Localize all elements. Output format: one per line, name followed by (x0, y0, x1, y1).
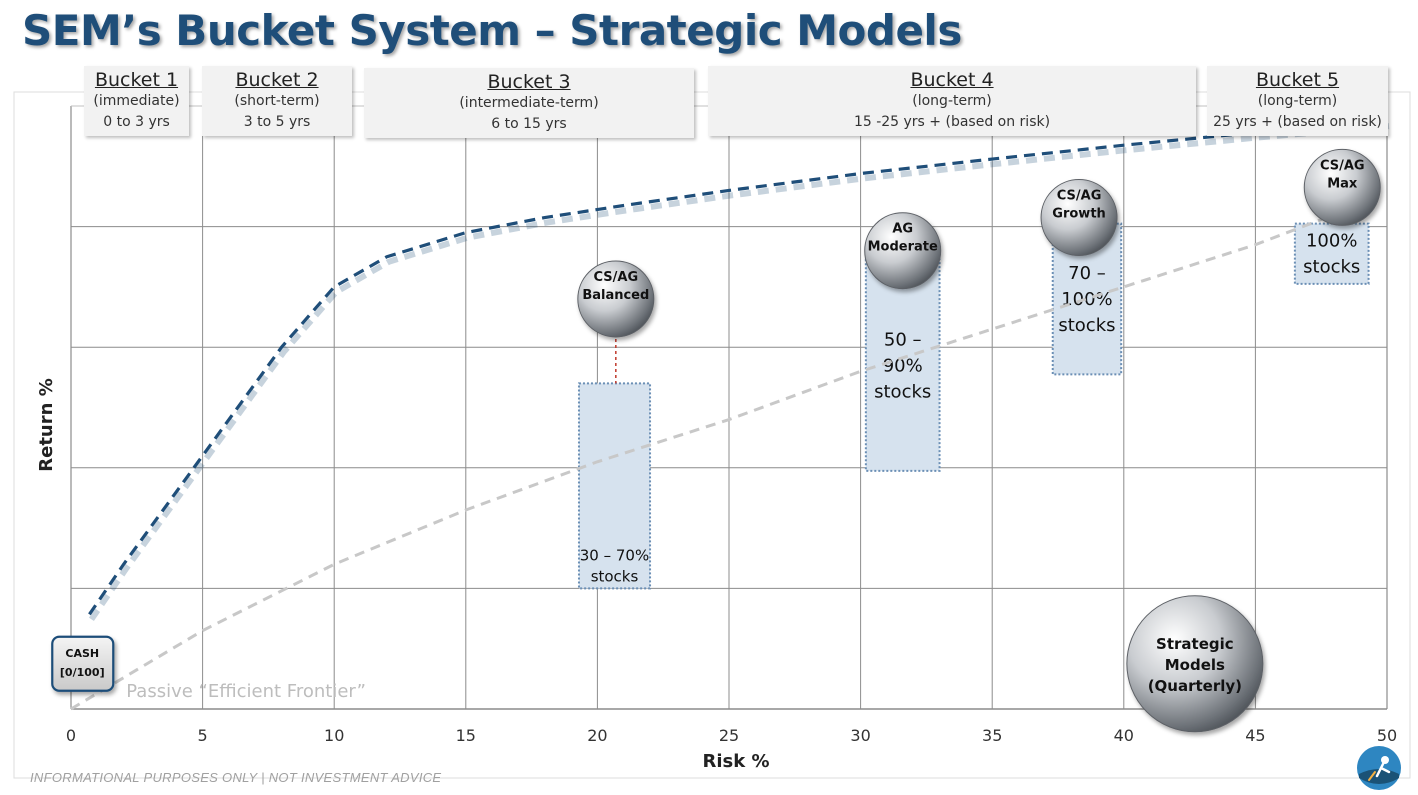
x-axis-ticks: 0 5 10 15 20 25 30 35 40 45 50 (66, 726, 1397, 745)
bucket-5: Bucket 5 (long-term) 25 yrs + (based on … (1207, 66, 1388, 136)
bucket-5-years: 25 yrs + (based on risk) (1213, 114, 1382, 130)
x-tick-label: 15 (456, 726, 476, 745)
page-title: SEM’s Bucket System – Strategic Models (22, 6, 962, 55)
cash-box (51, 635, 115, 692)
stock-range-label: stocks (1303, 257, 1360, 278)
model-sphere-label: Max (1327, 176, 1358, 191)
model-sphere-label: Balanced (582, 288, 649, 303)
model-sphere-label: Growth (1052, 207, 1106, 222)
stock-range-label: 30 – 70% (580, 546, 649, 564)
model-sphere-2 (864, 212, 942, 290)
sem-logo-icon (1357, 746, 1401, 790)
model-sphere-label: CS/AG (594, 270, 639, 285)
x-tick-label: 25 (719, 726, 739, 745)
bucket-3-years: 6 to 15 yrs (491, 116, 567, 132)
frontier-series (70, 119, 1390, 711)
x-tick-label: 45 (1245, 726, 1265, 745)
bucket-2: Bucket 2 (short-term) 3 to 5 yrs (202, 66, 352, 136)
bucket-4-years: 15 -25 yrs + (based on risk) (853, 114, 1051, 130)
model-sphere-label: AG (892, 222, 913, 237)
stock-range-box-2 (864, 258, 941, 472)
strategic-frontier-line (88, 119, 1388, 616)
x-tick-label: 30 (850, 726, 870, 745)
x-tick-label: 0 (66, 726, 76, 745)
frontier-shadow (88, 123, 1390, 622)
x-tick-label: 35 (982, 726, 1002, 745)
bucket-3-term: (intermediate-term) (459, 95, 599, 111)
cash-label: [0/100] (60, 666, 105, 679)
bucket-3: Bucket 3 (intermediate-term) 6 to 15 yrs (364, 68, 694, 138)
x-tick-label: 5 (198, 726, 208, 745)
strategic-models-label: Strategic (1156, 635, 1234, 653)
x-tick-label: 50 (1377, 726, 1397, 745)
model-sphere-label: Moderate (868, 240, 938, 255)
bucket-1-years: 0 to 3 yrs (103, 114, 170, 130)
y-axis-label: Return % (36, 378, 57, 471)
stock-range-label: stocks (874, 381, 931, 402)
bucket-2-years: 3 to 5 yrs (243, 114, 311, 130)
stock-range-label: 100% (1061, 289, 1112, 310)
model-sphere-1 (577, 260, 655, 338)
model-sphere-label: CS/AG (1320, 158, 1365, 173)
bucket-4-term: (long-term) (912, 93, 992, 109)
bucket-5-name: Bucket 5 (1255, 69, 1340, 91)
bucket-5-term: (long-term) (1257, 93, 1338, 109)
bucket-3-name: Bucket 3 (487, 71, 571, 93)
stock-range-label: stocks (591, 567, 639, 585)
bucket-2-term: (short-term) (234, 93, 320, 109)
model-sphere-3 (1040, 179, 1118, 257)
bucket-4: Bucket 4 (long-term) 15 -25 yrs + (based… (708, 66, 1196, 136)
x-tick-label: 20 (587, 726, 607, 745)
model-sphere-4 (1303, 148, 1381, 226)
bucket-4-name: Bucket 4 (910, 69, 994, 91)
stock-range-label: 90% (883, 355, 923, 376)
x-tick-label: 40 (1114, 726, 1134, 745)
strategic-models-label: (Quarterly) (1148, 677, 1242, 695)
disclaimer-text: INFORMATIONAL PURPOSES ONLY | NOT INVEST… (30, 770, 442, 785)
cash-label: CASH (65, 647, 99, 660)
stock-range-box-1 (577, 382, 652, 590)
stock-range-label: stocks (1058, 315, 1115, 336)
passive-frontier-line (70, 212, 1339, 711)
stock-ranges: 30 – 70% stocks 50 – 90% stocks 70 – 100% stock… (577, 222, 1370, 590)
stock-range-label: 70 – (1068, 263, 1106, 284)
stock-range-box-4 (1293, 222, 1370, 285)
stock-range-label: 50 – (884, 329, 922, 350)
bucket-1: Bucket 1 (immediate) 0 to 3 yrs (84, 66, 189, 136)
model-spheres: CS/AG Balanced AG Moderate CS/AG Growth CS/AG M… (577, 148, 1381, 338)
passive-frontier-label: Passive “Efficient Frontier” (126, 681, 366, 702)
grid-lines (70, 105, 1388, 710)
x-tick-label: 10 (324, 726, 344, 745)
stock-range-label: 100% (1306, 231, 1357, 252)
strategic-models-label: Models (1165, 656, 1225, 674)
bucket-2-name: Bucket 2 (235, 69, 319, 91)
strategic-models-sphere (1126, 595, 1264, 733)
x-axis-label: Risk % (702, 751, 769, 772)
chart-annotations: CASH [0/100] Strategic Models (Quarterly) Pas… (51, 595, 1264, 733)
bucket-1-term: (immediate) (93, 93, 180, 109)
bucket-1-name: Bucket 1 (94, 69, 179, 91)
model-sphere-label: CS/AG (1057, 189, 1102, 204)
